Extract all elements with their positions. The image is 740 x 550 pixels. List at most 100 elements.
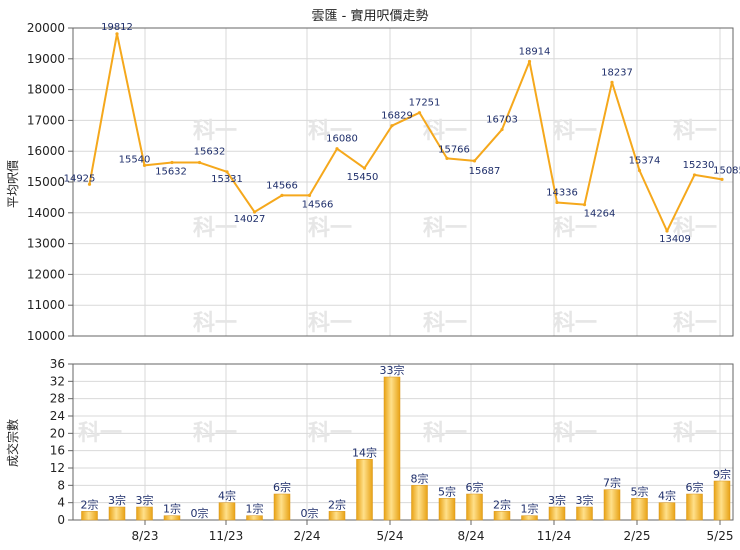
line-chart-ytick-label: 10000: [27, 329, 65, 343]
bar-chart-ytick-label: 28: [50, 392, 65, 406]
watermark-text: 科一: [308, 216, 352, 241]
bar-value-label: 2宗: [493, 497, 511, 511]
line-point: [692, 173, 697, 177]
bar-value-label: 3宗: [576, 493, 594, 507]
bar: [356, 459, 373, 521]
line-point: [280, 193, 284, 197]
watermark-text: 科一: [193, 119, 237, 144]
bar: [81, 511, 98, 521]
line-point: [637, 168, 642, 173]
bar: [108, 506, 126, 521]
watermark-text: 科一: [553, 421, 597, 446]
bar-value-label: 9宗: [713, 467, 731, 481]
line-value-label: 15230: [683, 160, 715, 171]
line-point: [417, 111, 422, 115]
line-chart-ytick-label: 13000: [27, 237, 65, 251]
bar: [686, 493, 703, 521]
bar-value-label: 2宗: [328, 497, 346, 511]
chart-title: 雲匯 - 實用呎價走勢: [312, 8, 429, 24]
line-point: [115, 32, 119, 36]
bar-value-label: 1宗: [521, 502, 539, 516]
bar-value-label: 4宗: [658, 489, 676, 503]
bar-chart-ytick-label: 16: [50, 444, 65, 458]
watermark-text: 科一: [423, 311, 467, 336]
line-value-label: 14566: [302, 199, 334, 210]
bar: [548, 506, 566, 521]
line-value-label: 14027: [234, 214, 266, 225]
bar-chart-ytick-label: 24: [50, 409, 65, 423]
watermark-text: 科一: [193, 216, 237, 241]
line-value-label: 13409: [659, 234, 691, 245]
bar: [576, 506, 593, 521]
bar: [466, 493, 483, 521]
line-value-label: 15632: [155, 167, 187, 178]
bar-chart-ytick-label: 4: [57, 496, 65, 510]
bar: [383, 376, 401, 521]
line-value-label: 17251: [409, 98, 441, 109]
line-value-label: 15374: [629, 155, 661, 166]
line-chart-ytick-label: 11000: [27, 298, 65, 312]
x-tick-label: 8/24: [458, 529, 485, 543]
bar-value-label: 6宗: [273, 480, 291, 494]
line-layer: [87, 32, 724, 233]
x-tick-label: 5/25: [707, 529, 734, 543]
line-point: [472, 159, 477, 163]
line-chart-ytick-label: 18000: [27, 83, 65, 97]
watermark-text: 科一: [673, 421, 717, 446]
line-point: [610, 80, 614, 84]
bar: [658, 502, 676, 521]
line-chart-ytick-label: 15000: [27, 175, 65, 189]
line-value-label: 15766: [438, 144, 470, 155]
watermark-text: 科一: [423, 421, 467, 446]
bar-value-label: 8宗: [411, 471, 429, 485]
x-tick-label: 11/24: [537, 529, 572, 543]
line-point: [87, 182, 92, 186]
x-tick-label: 11/23: [209, 529, 244, 543]
bar-chart-ytick-label: 8: [57, 478, 65, 492]
bar: [328, 511, 346, 521]
line-chart-ytick-label: 12000: [27, 267, 65, 281]
line-point: [555, 200, 559, 205]
line-chart-ytick-label: 17000: [27, 113, 65, 127]
line-value-label: 15632: [194, 147, 226, 158]
line-point: [170, 160, 174, 165]
line-point: [720, 177, 724, 181]
bar-value-label: 33宗: [380, 363, 405, 377]
bar: [713, 480, 731, 521]
bar-value-label: 0宗: [301, 506, 319, 520]
bar: [521, 515, 538, 521]
bar-chart-ytick-label: 32: [50, 374, 65, 388]
line-value-label: 15331: [211, 174, 243, 185]
line-point: [362, 166, 367, 170]
bar-value-label: 1宗: [163, 502, 181, 516]
x-tick-label: 2/24: [294, 529, 321, 543]
line-chart-ytick-label: 19000: [27, 52, 65, 66]
bar: [631, 498, 648, 521]
line-point: [390, 124, 394, 128]
line-point: [445, 156, 449, 161]
bar-value-label: 2宗: [81, 497, 99, 511]
watermark-text: 科一: [193, 421, 237, 446]
watermark-text: 科一: [308, 311, 352, 336]
line-point: [500, 127, 504, 132]
line-point: [142, 163, 147, 167]
line-point: [527, 59, 532, 64]
bar: [218, 502, 236, 521]
line-point: [225, 170, 229, 174]
line-value-label: 18914: [519, 46, 551, 57]
line-chart-ytick-label: 16000: [27, 144, 65, 158]
line-value-label: 15450: [347, 172, 379, 183]
watermark-text: 科一: [553, 119, 597, 144]
bar-value-label: 5宗: [438, 484, 456, 498]
line-point: [665, 229, 669, 233]
bar-value-label: 14宗: [352, 445, 377, 459]
bar: [438, 498, 456, 521]
line-value-label: 16829: [381, 111, 413, 122]
line-value-label: 19812: [101, 22, 133, 33]
bar: [163, 515, 181, 521]
line-value-label: 14264: [584, 209, 616, 220]
watermark-text: 科一: [553, 311, 597, 336]
watermark-text: 科一: [423, 119, 467, 144]
